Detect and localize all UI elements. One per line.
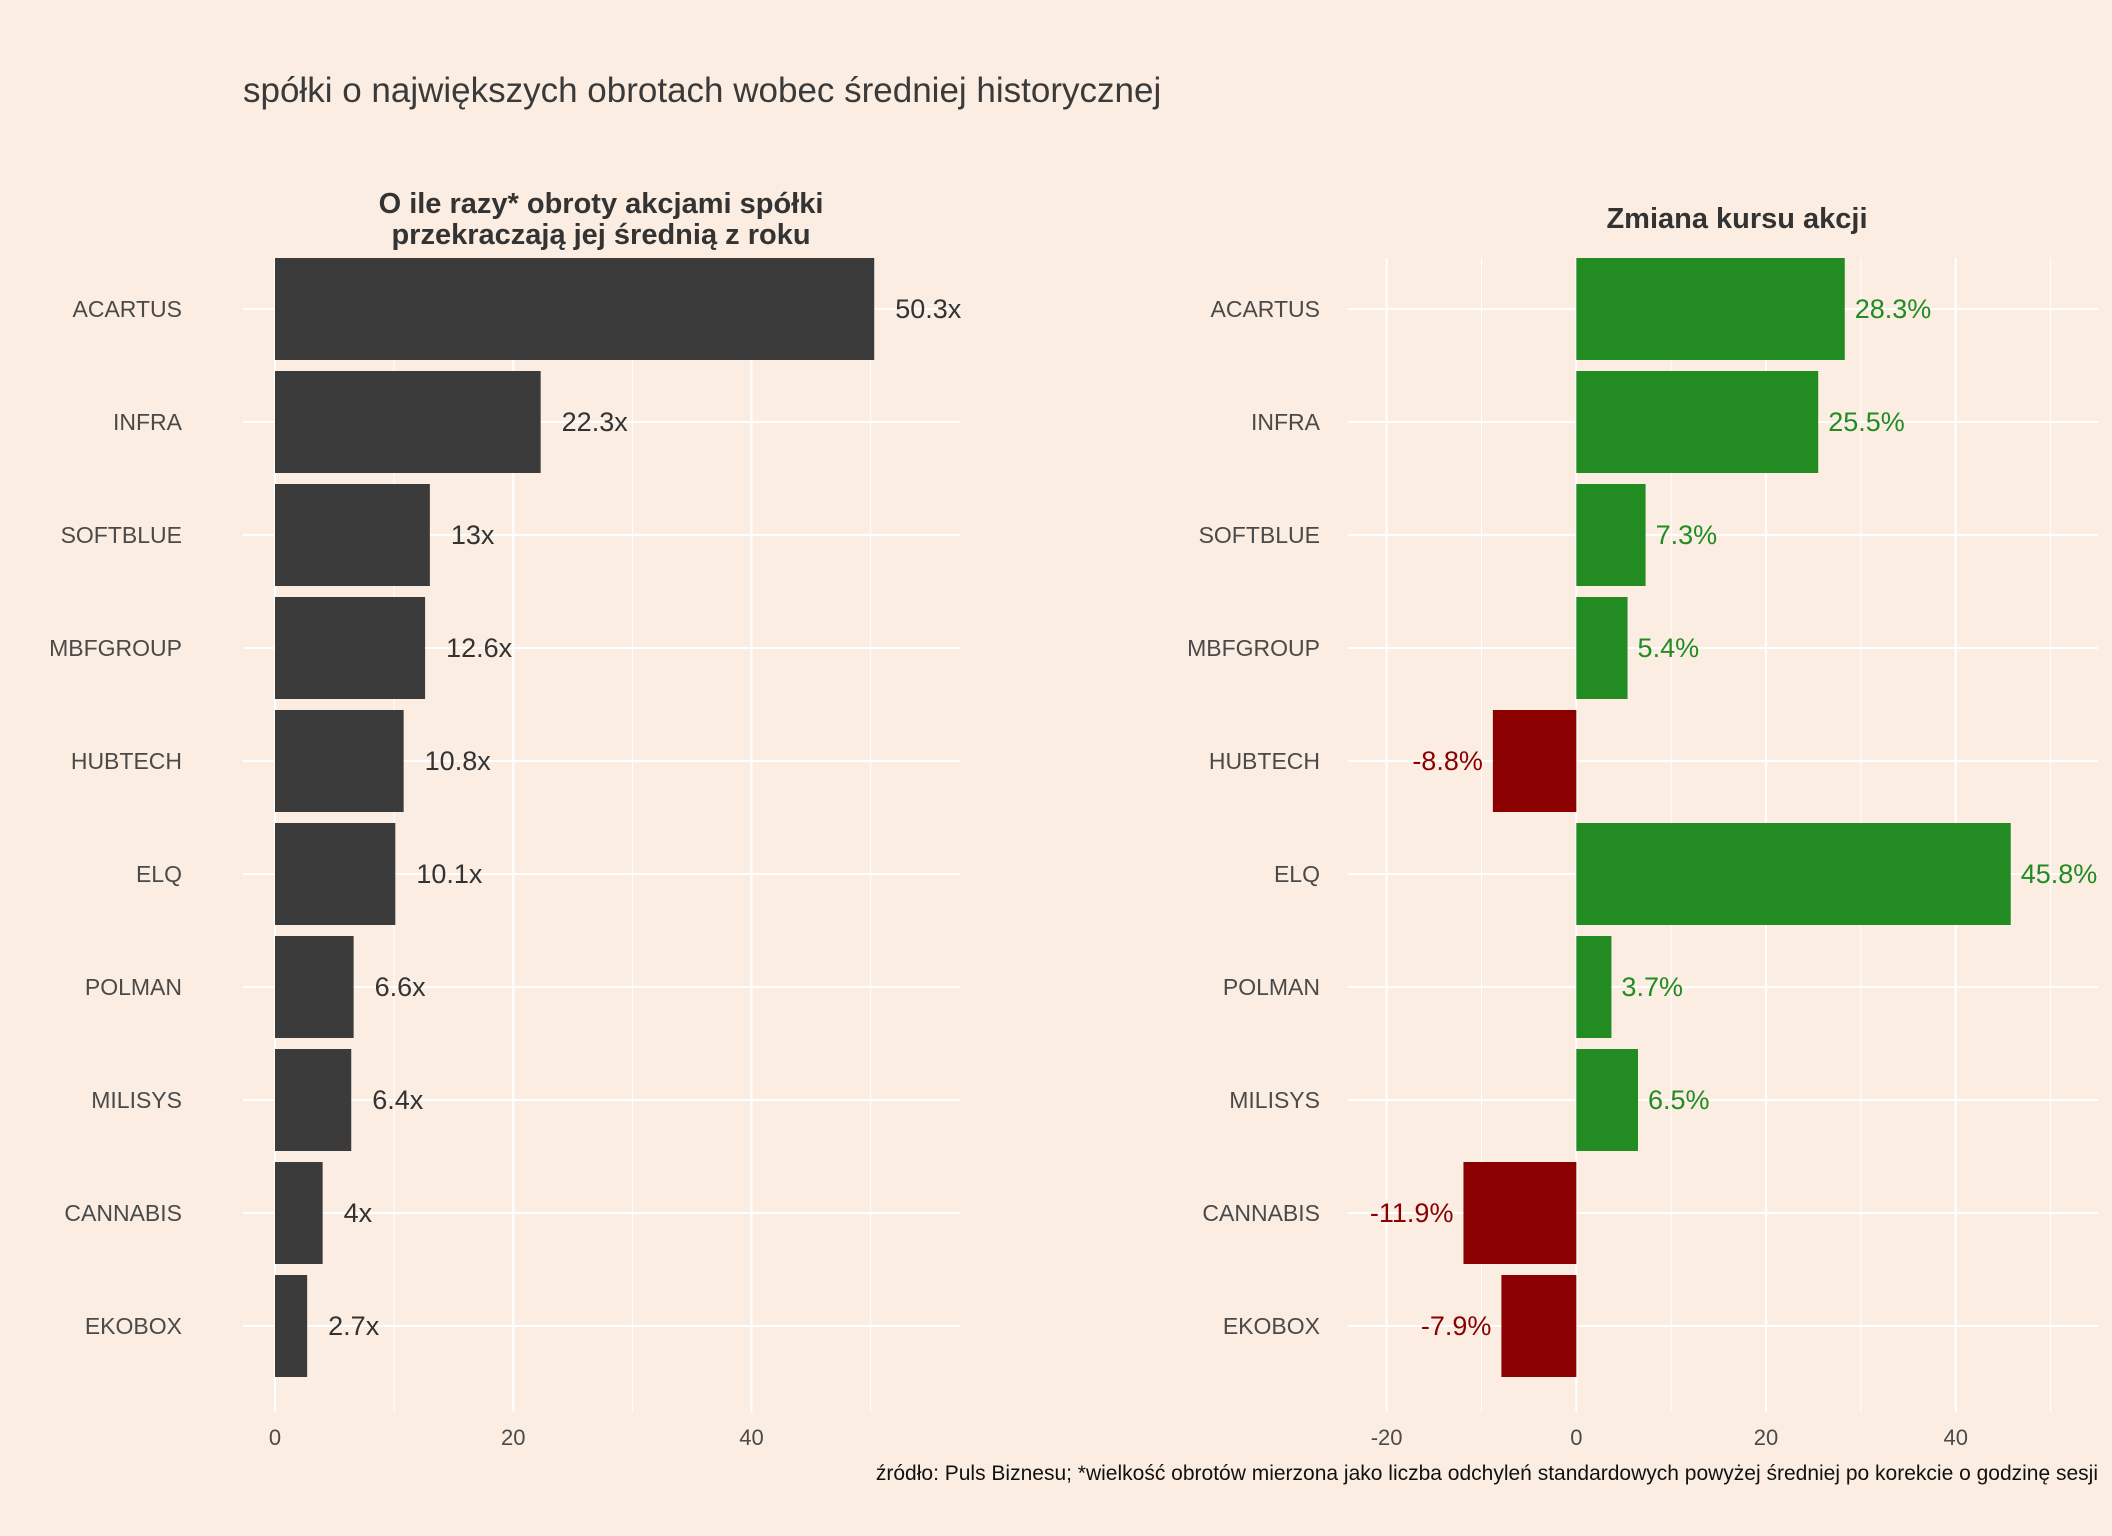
x-tick-label: 20 [501,1425,525,1450]
bar-ekobox [275,1275,308,1377]
panel-price-change: Zmiana kursu akcji 28.3% 25.5% 7.3% 5.4% -8.… [1187,203,2098,1450]
panel-turnover-bars [275,258,875,1377]
category-label-ekobox: EKOBOX [1223,1313,1320,1339]
category-label-hubtech: HUBTECH [71,748,182,774]
data-label-softblue: 13x [451,520,495,550]
x-tick-label: 0 [269,1425,281,1450]
chart-caption: źródło: Puls Biznesu; *wielkość obrotów … [876,1462,2098,1485]
bar-acartus [275,258,875,360]
bar-hubtech [275,710,404,812]
bar-milisys [1576,1049,1638,1151]
category-label-acartus: ACARTUS [1211,296,1321,322]
panel-turnover-category-labels: ACARTUS INFRA SOFTBLUE MBFGROUP HUBTECH ELQ PO… [49,296,183,1339]
category-label-milisys: MILISYS [91,1087,182,1113]
bar-polman [1576,936,1612,1038]
bar-infra [275,371,541,473]
category-label-mbfgroup: MBFGROUP [1187,635,1320,661]
category-label-polman: POLMAN [85,974,182,1000]
panel-turnover-title-line-1: O ile razy* obroty akcjami spółki [379,188,824,220]
category-label-ekobox: EKOBOX [85,1313,182,1339]
data-label-infra: 22.3x [562,407,629,437]
data-label-polman: 3.7% [1621,972,1683,1002]
x-tick-label: 40 [1943,1425,1967,1450]
panel-price-change-title: Zmiana kursu akcji [1606,203,1867,235]
data-label-mbfgroup: 12.6x [446,633,513,663]
category-label-acartus: ACARTUS [73,296,183,322]
bar-mbfgroup [275,597,426,699]
bar-acartus [1576,258,1845,360]
bar-elq [1576,823,2011,925]
x-tick-label: 20 [1754,1425,1778,1450]
panel-turnover-title: O ile razy* obroty akcjami spółki przekra… [379,188,824,251]
category-label-elq: ELQ [1274,861,1320,887]
data-label-cannabis: 4x [344,1198,373,1228]
data-label-acartus: 28.3% [1855,294,1932,324]
data-label-acartus: 50.3x [895,294,962,324]
category-label-elq: ELQ [136,861,182,887]
category-label-milisys: MILISYS [1229,1087,1320,1113]
bar-polman [275,936,354,1038]
category-label-softblue: SOFTBLUE [61,522,182,548]
x-tick-label: 40 [739,1425,763,1450]
bar-softblue [275,484,430,586]
chart-title: spółki o największych obrotach wobec śre… [243,71,1161,110]
bar-cannabis [275,1162,323,1264]
bar-elq [275,823,396,925]
data-label-mbfgroup: 5.4% [1638,633,1700,663]
panel-price-change-data-labels: 28.3% 25.5% 7.3% 5.4% -8.8% 45.8% 3.7% 6.5% -11.… [1370,294,2097,1341]
bar-infra [1576,371,1819,473]
category-label-softblue: SOFTBLUE [1199,522,1320,548]
panel-turnover: O ile razy* obroty akcjami spółki przekra… [49,188,962,1450]
data-label-ekobox: 2.7x [328,1311,380,1341]
data-label-softblue: 7.3% [1656,520,1718,550]
category-label-mbfgroup: MBFGROUP [49,635,182,661]
category-label-infra: INFRA [113,409,183,435]
category-label-polman: POLMAN [1223,974,1320,1000]
panel-price-change-x-ticks: -20 0 20 40 [1371,1425,1968,1450]
bar-cannabis [1463,1162,1577,1264]
bar-ekobox [1501,1275,1577,1377]
bar-softblue [1576,484,1646,586]
panel-turnover-title-line-2: przekraczają jej średnią z roku [391,219,810,251]
bar-milisys [275,1049,352,1151]
data-label-hubtech: 10.8x [425,746,492,776]
data-label-milisys: 6.5% [1648,1085,1710,1115]
data-label-cannabis: -11.9% [1370,1198,1454,1228]
x-tick-label: -20 [1371,1425,1403,1450]
panel-turnover-data-labels: 50.3x 22.3x 13x 12.6x 10.8x 10.1x 6.6x 6.4x 4x 2.… [328,294,962,1341]
data-label-ekobox: -7.9% [1421,1311,1492,1341]
panel-price-change-category-labels: ACARTUS INFRA SOFTBLUE MBFGROUP HUBTECH ELQ PO… [1187,296,1321,1339]
data-label-hubtech: -8.8% [1412,746,1483,776]
bar-mbfgroup [1576,597,1628,699]
data-label-infra: 25.5% [1828,407,1905,437]
data-label-polman: 6.6x [375,972,427,1002]
x-tick-label: 0 [1570,1425,1582,1450]
data-label-elq: 45.8% [2021,859,2098,889]
data-label-milisys: 6.4x [372,1085,424,1115]
category-label-hubtech: HUBTECH [1209,748,1320,774]
category-label-cannabis: CANNABIS [64,1200,182,1226]
bar-hubtech [1492,710,1577,812]
category-label-cannabis: CANNABIS [1202,1200,1320,1226]
panel-turnover-x-ticks: 0 20 40 [269,1425,764,1450]
panel-price-change-bars [1463,258,2011,1377]
category-label-infra: INFRA [1251,409,1321,435]
data-label-elq: 10.1x [416,859,483,889]
